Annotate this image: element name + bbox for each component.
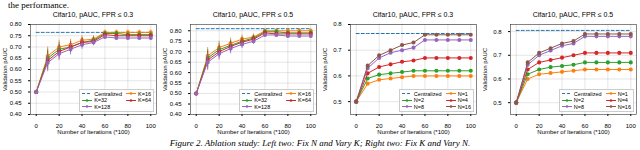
html-text:N=8: N=8 (413, 103, 425, 110)
html-text:Centralized: Centralized (573, 90, 602, 97)
svg-text:0.40: 0.40 (10, 111, 22, 117)
svg-text:0.40: 0.40 (170, 111, 182, 117)
svg-text:Validation pAUC: Validation pAUC (322, 47, 328, 91)
html-text:Cifar10, pAUC, FPR ≤ 0.5: Cifar10, pAUC, FPR ≤ 0.5 (532, 11, 614, 18)
svg-text:0: 0 (355, 123, 359, 129)
svg-text:Validation pAUC: Validation pAUC (482, 47, 488, 91)
svg-text:40: 40 (78, 122, 86, 129)
svg-text:0.60: 0.60 (10, 66, 22, 72)
svg-text:0.5: 0.5 (333, 99, 342, 105)
html-text:Cifar10, pAUC, FPR ≤ 0.3: Cifar10, pAUC, FPR ≤ 0.3 (372, 11, 454, 18)
html-text:N=4: N=4 (457, 97, 468, 103)
svg-text:0.55: 0.55 (170, 80, 182, 86)
svg-text:0.7: 0.7 (333, 47, 342, 53)
html-text:K=16: K=16 (138, 90, 151, 97)
svg-text:60: 60 (101, 122, 109, 129)
svg-text:0.8: 0.8 (333, 21, 342, 27)
html-text:N=2: N=2 (573, 97, 585, 103)
svg-text:0.6: 0.6 (493, 76, 502, 82)
svg-text:20: 20 (215, 122, 223, 129)
svg-text:60: 60 (581, 122, 589, 129)
svg-text:60: 60 (421, 122, 429, 129)
html-text:N=1: N=1 (457, 90, 468, 97)
svg-text:0.70: 0.70 (10, 44, 22, 50)
svg-text:0.60: 0.60 (170, 70, 182, 76)
svg-text:80: 80 (604, 122, 612, 129)
html-text:Figure 2. Ablation study: Left: Figure 2. Ablation study: Left two: Fix … (169, 138, 471, 148)
svg-text:40: 40 (238, 122, 246, 129)
html-text:N=4: N=4 (617, 97, 628, 103)
svg-text:100: 100 (466, 123, 477, 129)
svg-text:0.50: 0.50 (10, 89, 22, 95)
svg-text:60: 60 (261, 122, 269, 129)
svg-text:0.65: 0.65 (170, 59, 182, 65)
html-text:N=8: N=8 (573, 103, 585, 110)
html-text:Centralized: Centralized (94, 90, 122, 97)
svg-text:0.5: 0.5 (493, 100, 502, 106)
svg-text:0: 0 (515, 123, 519, 129)
html-text:Centralized: Centralized (254, 90, 282, 97)
svg-text:0.75: 0.75 (10, 33, 22, 39)
html-text:K=128: K=128 (254, 103, 271, 110)
svg-text:20: 20 (535, 122, 543, 129)
svg-text:100: 100 (626, 123, 637, 129)
html-text:K=32: K=32 (254, 97, 268, 103)
svg-text:0.50: 0.50 (170, 90, 182, 96)
html-text:N=16: N=16 (457, 103, 471, 110)
html-text:Cifar10, pAUC, FPR ≤ 0.3: Cifar10, pAUC, FPR ≤ 0.3 (52, 11, 134, 18)
svg-text:0: 0 (35, 123, 39, 129)
svg-text:0.45: 0.45 (170, 101, 182, 107)
html-text:the performance.: the performance. (8, 0, 69, 10)
svg-text:0.8: 0.8 (493, 29, 502, 35)
html-text:N=16: N=16 (617, 103, 631, 110)
svg-text:Validation pAUC: Validation pAUC (162, 47, 168, 91)
svg-text:80: 80 (284, 122, 292, 129)
html-text:K=64: K=64 (298, 97, 311, 103)
svg-text:0.65: 0.65 (10, 55, 22, 61)
svg-text:0.80: 0.80 (170, 28, 182, 34)
svg-text:0.75: 0.75 (170, 38, 182, 44)
html-text:K=128: K=128 (94, 103, 111, 110)
svg-text:Validation pAUC: Validation pAUC (2, 47, 8, 91)
svg-text:0.70: 0.70 (170, 49, 182, 55)
html-text:N=1: N=1 (617, 90, 628, 97)
svg-text:0.80: 0.80 (10, 21, 22, 27)
svg-text:80: 80 (124, 122, 132, 129)
html-text:Cifar10, pAUC, FPR ≤ 0.5: Cifar10, pAUC, FPR ≤ 0.5 (212, 11, 294, 18)
svg-text:0.55: 0.55 (10, 78, 22, 84)
svg-text:0: 0 (195, 123, 199, 129)
html-text:K=64: K=64 (138, 97, 151, 103)
svg-text:Number of Iterations (*100): Number of Iterations (*100) (57, 129, 129, 135)
svg-text:100: 100 (146, 123, 157, 129)
html-text:Centralized: Centralized (413, 90, 442, 97)
svg-text:100: 100 (306, 123, 317, 129)
svg-text:Number of Iterations (*100): Number of Iterations (*100) (377, 129, 449, 135)
html-text:N=2: N=2 (413, 97, 425, 103)
svg-text:80: 80 (444, 122, 452, 129)
svg-text:0.6: 0.6 (333, 73, 342, 79)
svg-text:40: 40 (398, 122, 406, 129)
svg-text:Number of Iterations (*100): Number of Iterations (*100) (217, 129, 289, 135)
html-text:K=16: K=16 (298, 90, 311, 97)
html-text:K=32: K=32 (94, 97, 108, 103)
svg-text:Number of Iterations (*100): Number of Iterations (*100) (537, 129, 609, 135)
svg-text:20: 20 (375, 122, 383, 129)
svg-text:0.7: 0.7 (493, 52, 502, 58)
svg-text:20: 20 (55, 122, 63, 129)
svg-text:0.45: 0.45 (10, 100, 22, 106)
svg-text:40: 40 (558, 122, 566, 129)
